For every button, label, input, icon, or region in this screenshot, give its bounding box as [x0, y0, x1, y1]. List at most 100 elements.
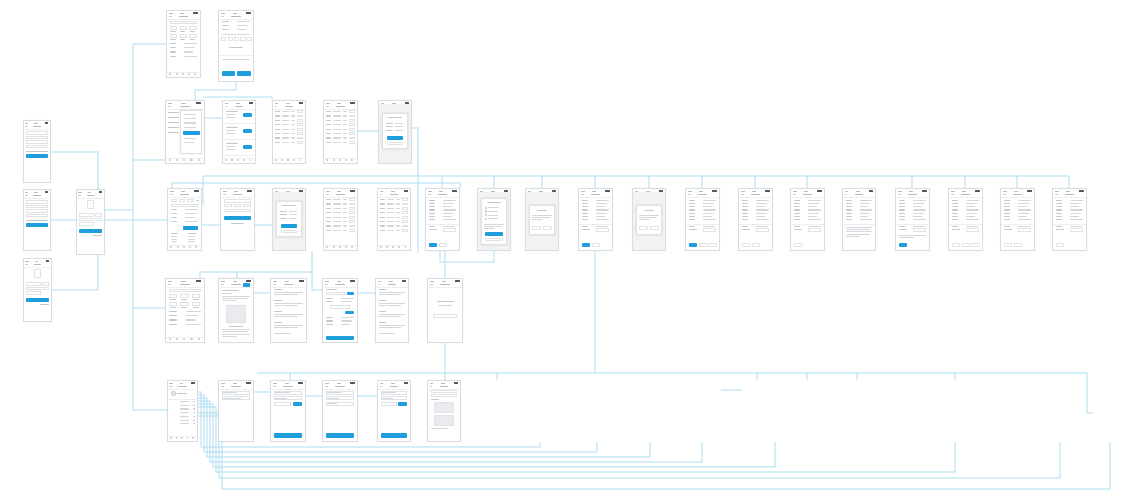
- row-value: [756, 209, 770, 211]
- phone-screen-B3[interactable]: [270, 380, 306, 442]
- phone-screen-S56[interactable]: [427, 278, 463, 343]
- text-line: [386, 126, 394, 128]
- battery-icon: [404, 102, 409, 105]
- nav-divider: [24, 198, 50, 199]
- phone-screen-S48[interactable]: [1052, 188, 1087, 251]
- code-cell: [221, 37, 227, 41]
- tab-icon: [386, 245, 389, 249]
- menu-tile: [180, 301, 189, 306]
- phone-screen-S33[interactable]: [272, 188, 306, 251]
- row-value: [808, 209, 822, 211]
- back-icon: [224, 105, 228, 107]
- phone-screen-L2[interactable]: [23, 189, 51, 251]
- list-row: [167, 127, 180, 129]
- phone-screen-S23[interactable]: [272, 100, 306, 164]
- status-time: [479, 190, 484, 192]
- primary-button: [688, 243, 698, 247]
- row-label: [793, 216, 801, 218]
- row-action: [349, 211, 356, 215]
- phone-screen-S54[interactable]: [322, 278, 358, 343]
- phone-screen-S47[interactable]: [1000, 188, 1035, 251]
- remark-box: [1018, 228, 1032, 232]
- phone-screen-S36[interactable]: [425, 188, 460, 251]
- text-line: [274, 133, 280, 135]
- row-label: [741, 209, 749, 211]
- phone-screen-S51[interactable]: [165, 278, 205, 343]
- phone-screen-S37[interactable]: [477, 188, 511, 251]
- battery-icon: [403, 382, 408, 385]
- text-line: [386, 199, 395, 201]
- phone-screen-B2[interactable]: [218, 380, 254, 442]
- phone-screen-T2[interactable]: [218, 10, 254, 82]
- phone-screen-L4[interactable]: [23, 258, 52, 322]
- row-label: [688, 202, 696, 204]
- phone-screen-S32[interactable]: [220, 188, 255, 251]
- phone-screen-S44[interactable]: [842, 188, 876, 251]
- paragraph-line: [532, 219, 543, 221]
- row-value: [859, 206, 868, 208]
- phone-screen-S22[interactable]: [222, 100, 256, 164]
- phone-screen-S34[interactable]: [323, 188, 358, 251]
- phone-screen-S45[interactable]: [895, 188, 930, 251]
- nav-divider: [271, 287, 306, 288]
- phone-screen-B5[interactable]: [377, 380, 411, 442]
- phone-screen-S42[interactable]: [738, 188, 773, 251]
- phone-screen-S52[interactable]: [218, 278, 254, 343]
- row-label: [428, 206, 436, 208]
- text-line: [332, 199, 341, 201]
- row-label: [951, 219, 959, 221]
- secondary-button: [971, 243, 981, 247]
- text-line: [379, 199, 385, 201]
- row-value: [236, 29, 246, 31]
- phone-screen-B4[interactable]: [322, 380, 358, 442]
- row-label: [1003, 206, 1011, 208]
- phone-screen-S24[interactable]: [323, 100, 358, 164]
- phone-screen-S53[interactable]: [270, 278, 307, 343]
- row-label: [1055, 202, 1063, 204]
- phone-screen-L3[interactable]: [76, 189, 105, 255]
- phone-screen-B1[interactable]: [167, 380, 198, 442]
- phone-screen-T1[interactable]: [166, 10, 201, 78]
- phone-screen-S41[interactable]: [685, 188, 720, 251]
- phone-screen-S21[interactable]: [165, 100, 205, 164]
- battery-icon: [975, 190, 980, 193]
- menu-tile: [189, 25, 197, 30]
- status-carrier: [232, 12, 237, 14]
- nav-title: [33, 263, 42, 266]
- tab-icon: [183, 337, 186, 341]
- phone-screen-S43[interactable]: [790, 188, 825, 251]
- phone-screen-S25[interactable]: [378, 100, 412, 164]
- text-line: [342, 229, 348, 231]
- row-label: [169, 323, 177, 325]
- phone-screen-S39[interactable]: [578, 188, 613, 251]
- input-field: [170, 203, 199, 207]
- paragraph-line: [484, 227, 495, 229]
- row-value: [703, 209, 717, 211]
- upload-box: [434, 414, 454, 426]
- phone-screen-S38[interactable]: [525, 188, 559, 251]
- text-line: [291, 133, 296, 135]
- text-line: [395, 129, 404, 131]
- nav-divider: [168, 197, 201, 198]
- input-field: [433, 314, 457, 318]
- phone-screen-S46[interactable]: [948, 188, 983, 251]
- back-icon: [687, 193, 691, 195]
- phone-screen-S35[interactable]: [377, 188, 411, 251]
- phone-screen-B6[interactable]: [427, 380, 461, 442]
- phone-screen-L1[interactable]: [23, 120, 51, 183]
- tab-icon: [194, 72, 197, 76]
- status-time: [167, 280, 173, 282]
- text-line: [274, 115, 280, 117]
- phone-screen-S40[interactable]: [632, 188, 666, 251]
- text-line: [188, 238, 196, 240]
- nav-divider: [579, 197, 612, 198]
- dropdown-row: [184, 114, 196, 116]
- status-carrier: [181, 190, 186, 192]
- row-value: [913, 212, 925, 214]
- phone-screen-S55[interactable]: [375, 278, 409, 343]
- status-time: [377, 280, 382, 282]
- row-value: [966, 206, 975, 208]
- phone-screen-S31[interactable]: [167, 188, 202, 251]
- status-carrier: [538, 190, 543, 192]
- option-box: [233, 204, 242, 208]
